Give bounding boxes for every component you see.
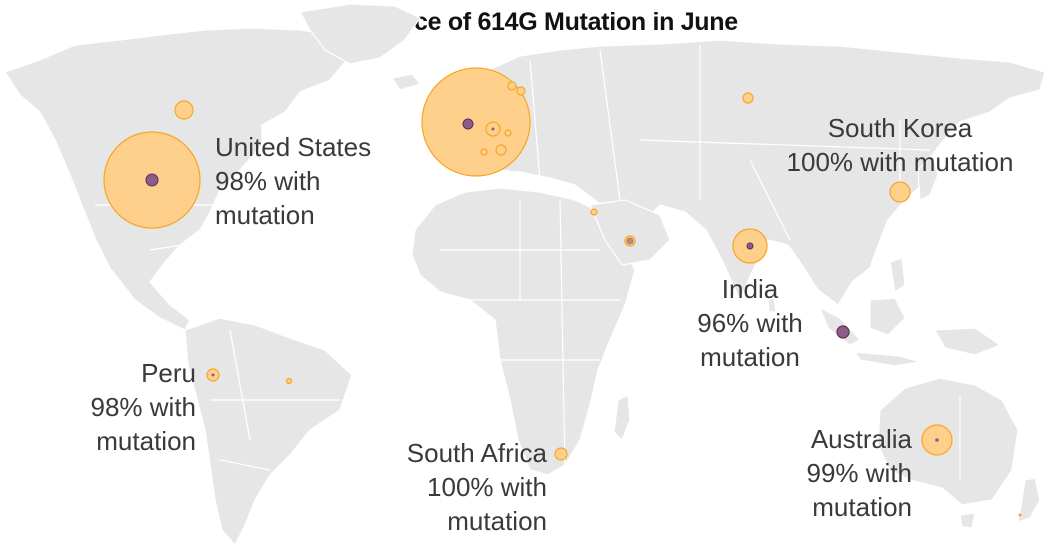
- label-south-africa-unit: mutation: [447, 506, 547, 536]
- bubble-united-states: [103, 131, 201, 229]
- bubble-saudi-arabia: [624, 235, 636, 247]
- label-united-states-pct: 98% with: [215, 166, 321, 196]
- arabia: [589, 199, 671, 266]
- bubble-south-korea: [889, 181, 911, 203]
- bubble-peru: [206, 368, 220, 382]
- bubble-small-europe-5: [516, 86, 526, 96]
- label-india-unit: mutation: [700, 342, 800, 372]
- bubble-small-europe-1: [495, 144, 507, 156]
- bubble-new-zealand: [1018, 513, 1022, 517]
- bubble-brazil: [285, 377, 293, 385]
- bubble-australia: [921, 424, 953, 456]
- bubble-inner-saudi-arabia: [626, 237, 634, 245]
- label-australia-pct: 99% with: [806, 458, 913, 488]
- bubbles: [103, 67, 1022, 517]
- label-south-korea-name: South Korea: [827, 113, 973, 143]
- bubble-inner-denmark: [491, 127, 495, 131]
- country-borders: [95, 45, 961, 480]
- label-india: India 96% with mutation: [680, 272, 820, 374]
- bubble-small-europe-2: [480, 148, 488, 156]
- label-australia: Australia 99% with mutation: [760, 422, 913, 524]
- label-south-africa: South Africa 100% with mutation: [380, 436, 547, 538]
- label-peru-unit: mutation: [96, 426, 196, 456]
- label-australia-name: Australia: [810, 424, 912, 454]
- bubble-israel: [590, 208, 598, 216]
- bubble-inner-india: [746, 242, 754, 250]
- new-zealand: [1017, 477, 1041, 523]
- japan: [917, 153, 939, 201]
- label-south-korea-pct: 100% with mutation: [786, 147, 1014, 177]
- bubble-inner-uk: [462, 118, 474, 130]
- label-united-states: United States 98% with mutation: [215, 130, 371, 232]
- bubble-inner-peru: [211, 373, 215, 377]
- bubble-inner-united-states: [145, 173, 159, 187]
- label-india-pct: 96% with: [697, 308, 803, 338]
- bubble-denmark: [485, 121, 501, 137]
- bubble-small-europe-4: [507, 81, 517, 91]
- madagascar: [613, 394, 631, 442]
- label-australia-unit: mutation: [812, 492, 912, 522]
- tasmania: [959, 512, 976, 529]
- africa: [411, 187, 636, 476]
- new-guinea: [934, 327, 1002, 356]
- philippines: [889, 257, 906, 294]
- south-america: [184, 317, 353, 547]
- label-united-states-unit: mutation: [215, 200, 315, 230]
- bubble-south-africa: [554, 447, 568, 461]
- bubble-canada: [174, 100, 194, 120]
- label-south-korea: South Korea 100% with mutation: [770, 111, 1030, 179]
- label-peru-pct: 98% with: [90, 392, 197, 422]
- borneo: [869, 297, 906, 336]
- bubble-russia: [742, 92, 754, 104]
- iceland: [391, 73, 422, 91]
- bubble-singapore: [836, 325, 850, 339]
- label-united-states-name: United States: [215, 132, 372, 162]
- label-india-name: India: [721, 274, 779, 304]
- java: [853, 351, 921, 367]
- label-south-africa-name: South Africa: [406, 438, 547, 468]
- sri-lanka: [767, 297, 777, 313]
- bubble-small-europe-3: [504, 129, 512, 137]
- bubble-india: [732, 228, 768, 264]
- label-south-africa-pct: 100% with: [427, 472, 547, 502]
- bubble-inner-australia: [935, 438, 939, 442]
- label-peru-name: Peru: [141, 358, 196, 388]
- greenland: [299, 3, 421, 65]
- label-peru: Peru 98% with mutation: [40, 356, 197, 458]
